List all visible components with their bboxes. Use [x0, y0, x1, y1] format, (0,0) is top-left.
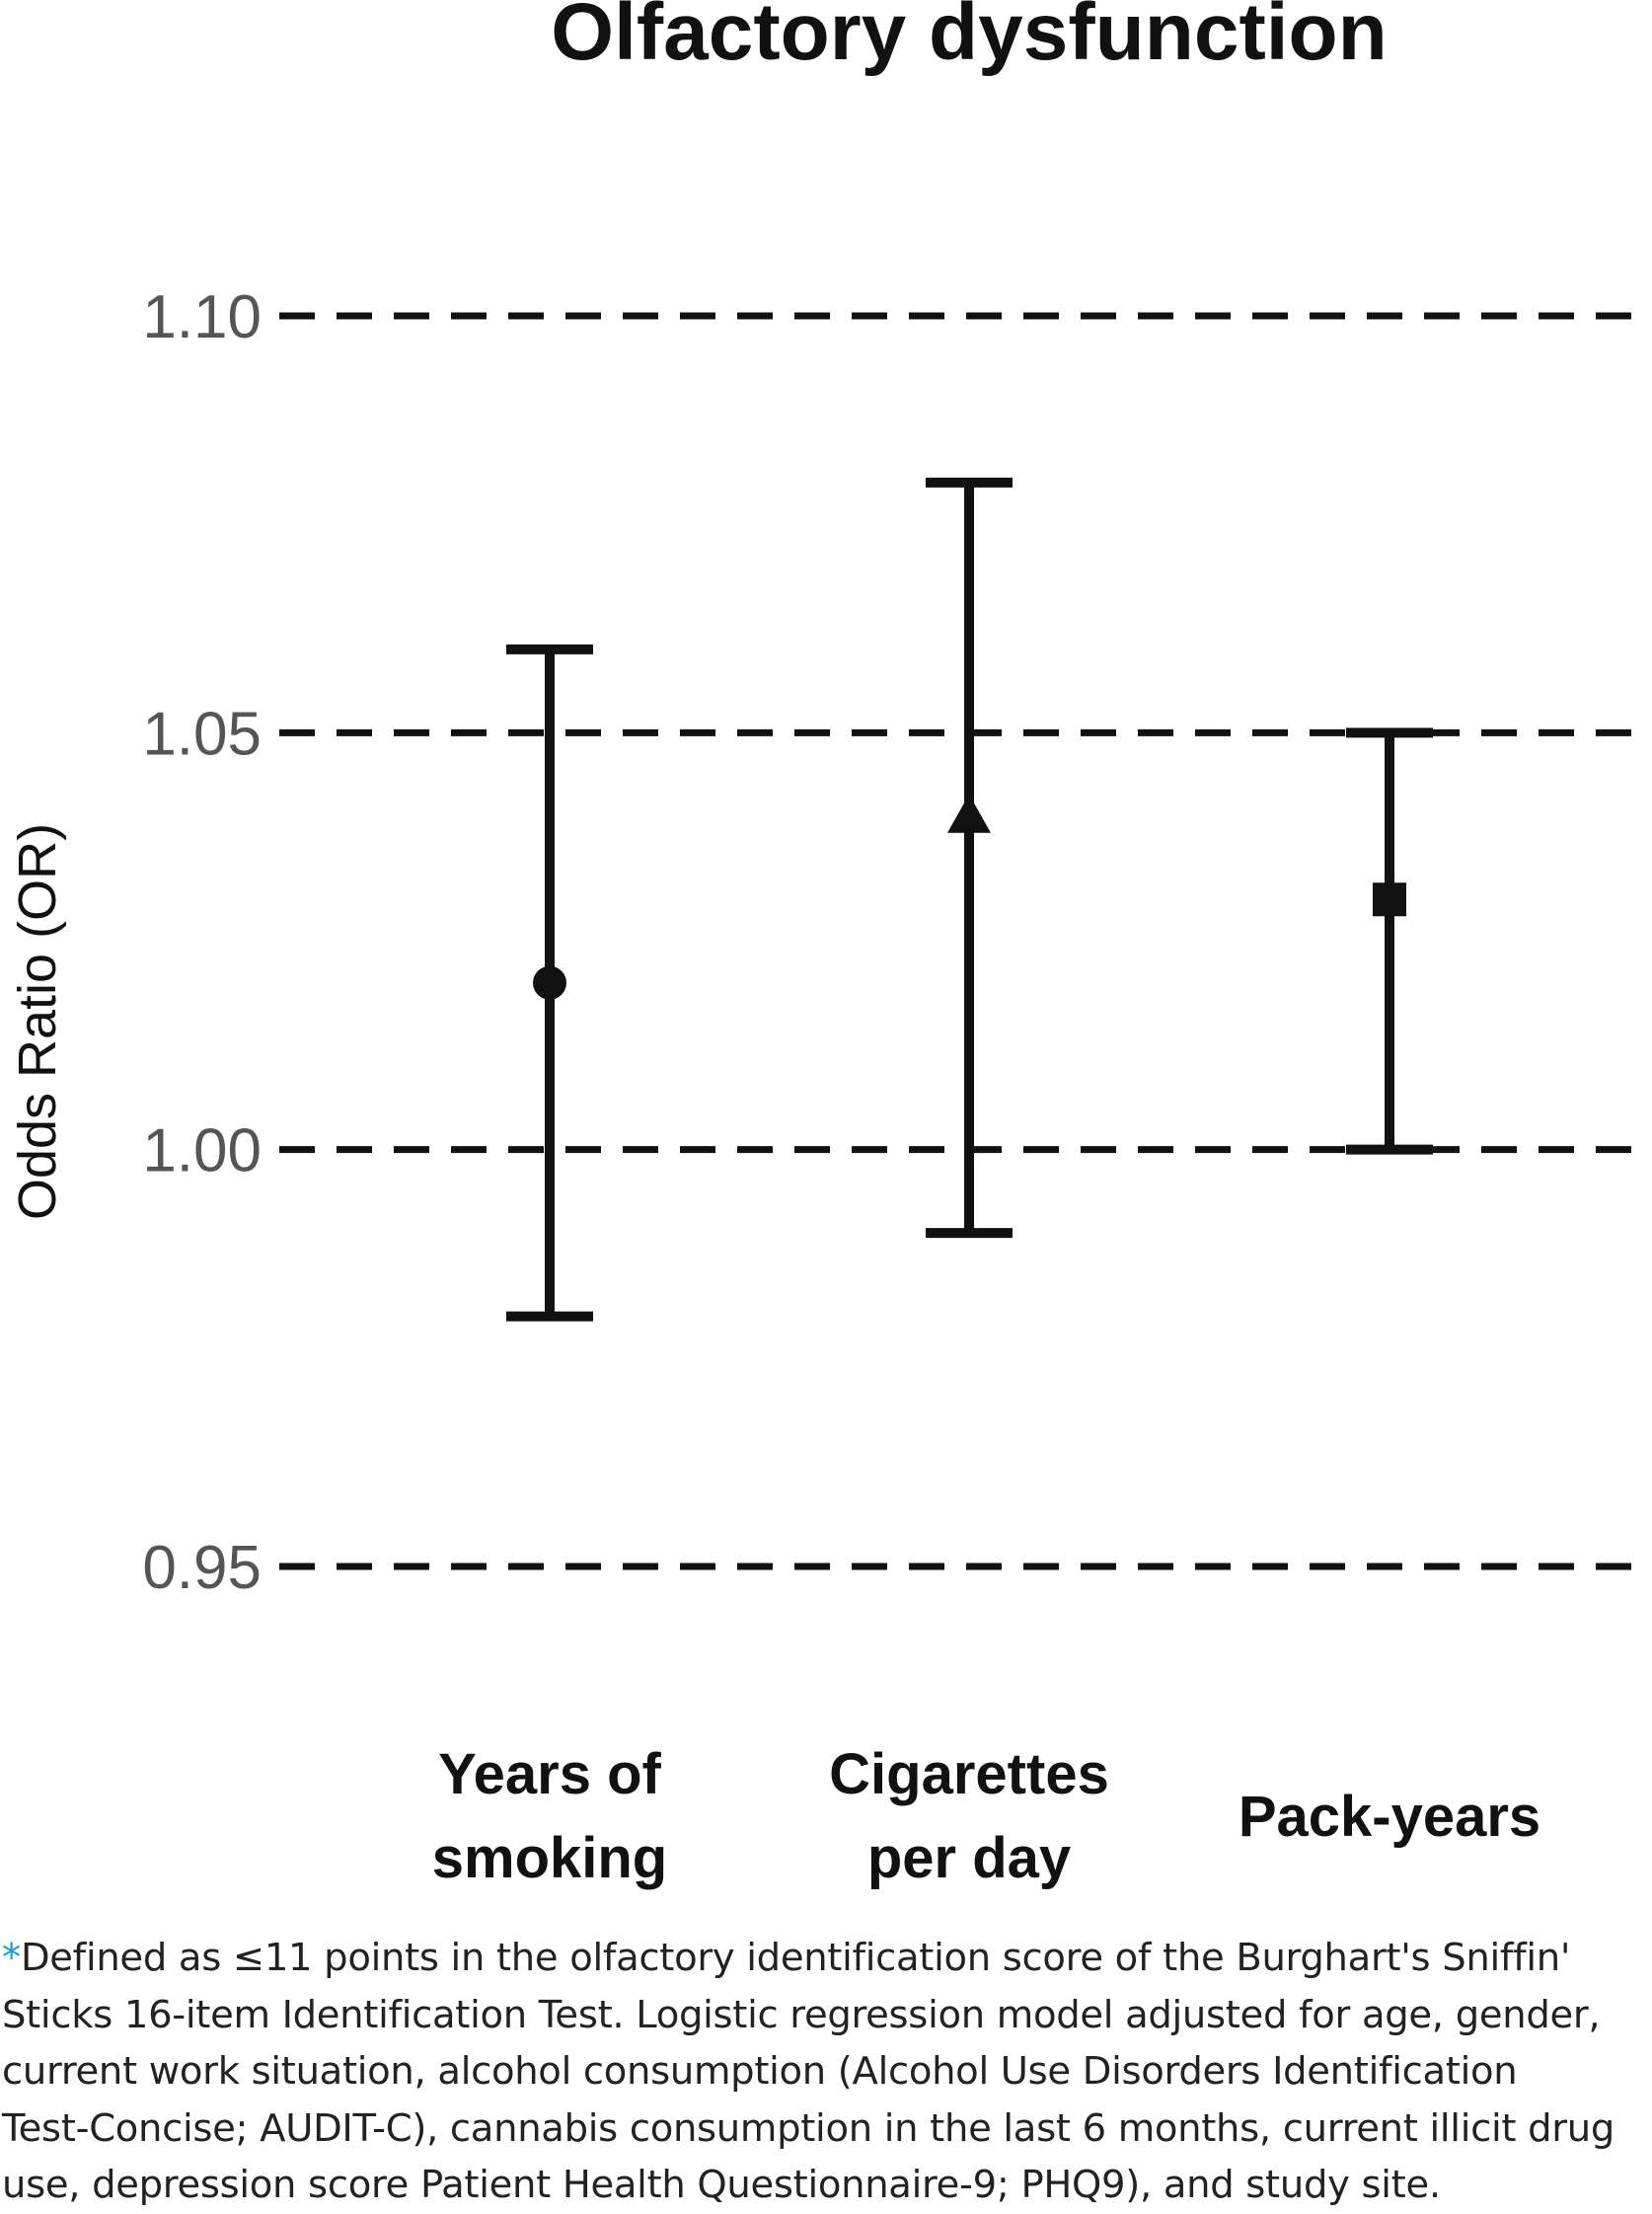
footnote-marker: *	[2, 1936, 21, 1980]
footnote: *Defined as ≤11 points in the olfactory …	[2, 1930, 1652, 2214]
y-tick-label: 1.05	[142, 700, 262, 768]
category-label: Years of	[438, 1742, 661, 1806]
y-tick-labels: 0.95 1.00 1.05 1.10	[142, 283, 262, 1602]
gridlines	[279, 312, 1643, 1570]
category-label: per day	[867, 1826, 1071, 1890]
y-tick-label: 1.10	[142, 283, 262, 351]
category-labels: Years of smoking Cigarettes per day Pack-yea…	[432, 1742, 1540, 1890]
point-estimate-triangle	[947, 794, 991, 833]
category-label: smoking	[432, 1826, 668, 1890]
y-tick-label: 1.00	[142, 1117, 262, 1185]
point-estimate-circle	[533, 965, 566, 1000]
y-tick-label: 0.95	[142, 1534, 262, 1602]
forest-plot: Olfactory dysfunction Odds Ratio (OR) 0.…	[8, 0, 1643, 1890]
error-bars	[506, 477, 1433, 1322]
category-label: Cigarettes	[829, 1742, 1109, 1806]
footnote-text: Defined as ≤11 points in the olfactory i…	[2, 1936, 1615, 2207]
chart-title: Olfactory dysfunction	[551, 0, 1387, 77]
point-estimate-square	[1373, 882, 1406, 917]
category-label: Pack-years	[1239, 1785, 1540, 1849]
y-axis-title: Odds Ratio (OR)	[8, 823, 67, 1220]
